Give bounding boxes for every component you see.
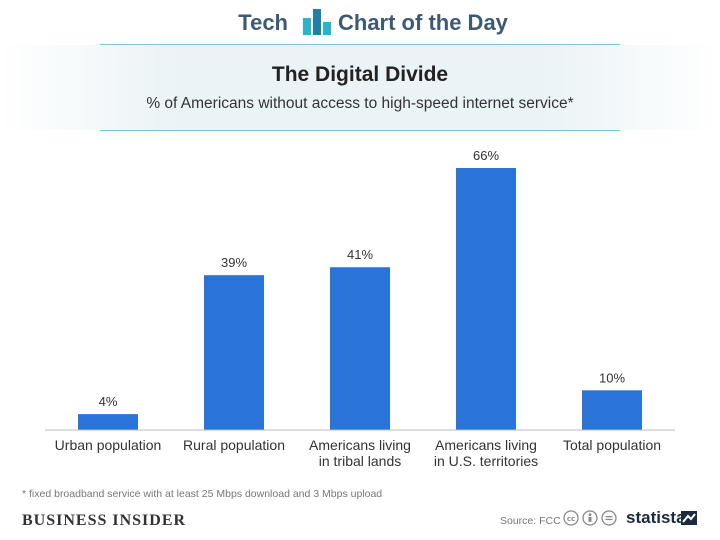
bar xyxy=(330,267,390,430)
x-tick-label: in U.S. territories xyxy=(434,453,538,469)
attribution-icon xyxy=(582,510,598,526)
chart-subtitle: % of Americans without access to high-sp… xyxy=(146,95,574,112)
header-chart-of-the-day-label: Chart of the Day xyxy=(338,10,508,35)
top-divider xyxy=(100,44,620,45)
bar-value-label: 10% xyxy=(599,370,625,385)
x-tick-label: Rural population xyxy=(183,437,285,453)
svg-text:cc: cc xyxy=(567,515,575,523)
header-tech-label: Tech xyxy=(238,10,288,35)
no-derivatives-icon xyxy=(601,510,617,526)
header: Tech Chart of the Day xyxy=(0,0,720,44)
footnote: * fixed broadband service with at least … xyxy=(22,488,383,500)
title-divider xyxy=(100,130,620,131)
bar-chart: 4% Urban population 39% Rural population 41%… xyxy=(45,148,675,469)
bar xyxy=(78,414,138,430)
statista-logo-icon xyxy=(681,511,697,525)
x-tick-label: Americans living xyxy=(309,437,411,453)
business-insider-logo: BUSINESS INSIDER xyxy=(22,512,187,529)
chart-bars-icon xyxy=(303,9,331,35)
x-tick-label: Urban population xyxy=(55,437,162,453)
chart-title: The Digital Divide xyxy=(271,63,449,86)
x-tick-label: in tribal lands xyxy=(319,453,402,469)
bar xyxy=(204,275,264,430)
source-label: Source: FCC xyxy=(500,515,561,527)
bar-value-label: 39% xyxy=(221,255,247,270)
license-icons: cc xyxy=(563,510,617,526)
creative-commons-icon: cc xyxy=(563,510,579,526)
bar-value-label: 41% xyxy=(347,247,373,262)
bar-value-label: 66% xyxy=(473,148,499,163)
bar xyxy=(456,168,516,430)
statista-brand: statista xyxy=(626,508,686,527)
x-tick-label: Total population xyxy=(563,437,661,453)
bar-value-label: 4% xyxy=(99,394,118,409)
title-band xyxy=(0,45,720,130)
bar xyxy=(582,390,642,430)
x-tick-label: Americans living xyxy=(435,437,537,453)
